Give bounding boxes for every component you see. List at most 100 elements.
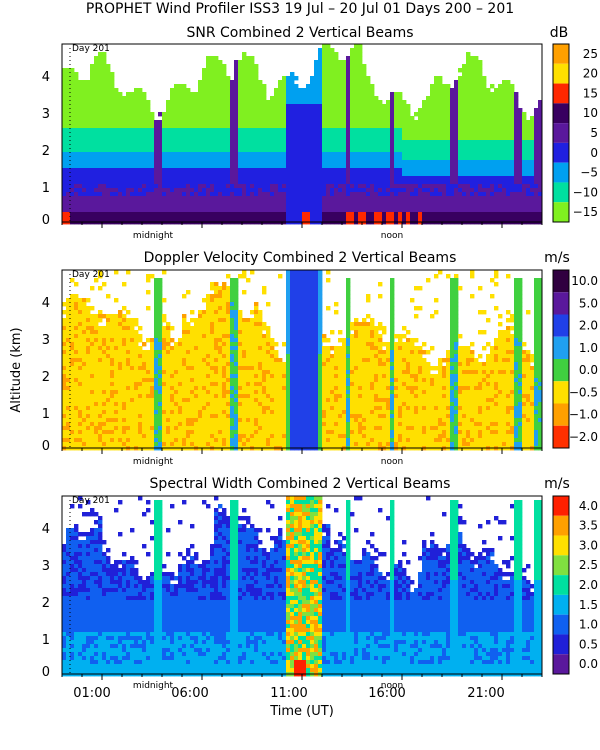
colorbar-swatch (553, 142, 569, 163)
width-y-ticks: 0 1 2 3 4 (42, 522, 50, 680)
doppler-noon-label: noon (381, 457, 403, 467)
snr-y-tick: 1 (42, 181, 50, 196)
colorbar-swatch (553, 83, 569, 104)
snr-colorbar: 25 20 15 10 5 0 −5 −10 −15 (552, 43, 598, 223)
figure-title: PROPHET Wind Profiler ISS3 19 Jul – 20 J… (86, 1, 514, 17)
colorbar-label: 15 (583, 86, 598, 100)
doppler-y-tick: 2 (42, 370, 50, 385)
x-tick: 16:00 (368, 686, 405, 701)
snr-y-tick: 0 (42, 213, 50, 228)
snr-y-tick: 4 (42, 70, 50, 85)
colorbar-swatch (553, 575, 569, 595)
colorbar-label: −10 (573, 185, 598, 199)
colorbar-swatch (553, 381, 569, 404)
snr-y-tick: 2 (42, 144, 50, 159)
snr-y-tick: 3 (42, 107, 50, 122)
colorbar-swatch (553, 292, 569, 315)
colorbar-label: 2.5 (579, 558, 598, 572)
x-tick: 06:00 (171, 686, 208, 701)
colorbar-swatch (553, 496, 569, 516)
colorbar-label: −1.0 (569, 408, 598, 422)
doppler-y-tick: 4 (42, 296, 50, 311)
colorbar-swatch (553, 270, 569, 293)
colorbar-swatch (553, 425, 569, 448)
colorbar-label: 5 (590, 126, 598, 140)
doppler-panel: Doppler Velocity Combined 2 Vertical Bea… (9, 250, 598, 467)
colorbar-swatch (553, 614, 569, 635)
colorbar-label: 3.5 (579, 519, 598, 533)
doppler-heatmap (61, 270, 543, 454)
colorbar-swatch (553, 594, 569, 615)
colorbar-label: 2.0 (579, 578, 598, 592)
colorbar-label: 1.0 (579, 341, 598, 355)
colorbar-label: 10.0 (571, 274, 598, 288)
colorbar-swatch (553, 162, 569, 183)
width-y-tick: 3 (42, 559, 50, 574)
snr-unit-label: dB (550, 25, 569, 41)
colorbar-swatch (553, 403, 569, 426)
colorbar-label: −15 (573, 205, 598, 219)
x-tick: 01:00 (73, 686, 110, 701)
snr-y-ticks: 0 1 2 3 4 (42, 70, 50, 228)
width-panel: Spectral Width Combined 2 Vertical Beams… (42, 476, 598, 719)
x-tick: 11:00 (270, 686, 307, 701)
colorbar-swatch (553, 63, 569, 84)
colorbar-swatch (553, 515, 569, 536)
width-unit-label: m/s (544, 476, 570, 492)
x-axis-label: Time (UT) (269, 704, 334, 719)
width-y-tick: 4 (42, 522, 50, 537)
doppler-colorbar: 10.0 5.0 2.0 1.0 0.0 −0.5 −1.0 −2.0 (552, 269, 598, 449)
colorbar-label: 0.5 (579, 637, 598, 651)
snr-day-label: Day 201 (72, 44, 110, 54)
snr-panel-title: SNR Combined 2 Vertical Beams (186, 25, 413, 41)
snr-panel: SNR Combined 2 Vertical Beams dB 0 1 2 3… (42, 25, 598, 241)
colorbar-swatch (553, 44, 569, 64)
width-colorbar: 4.0 3.5 3.0 2.5 2.0 1.5 1.0 0.5 0.0 (552, 495, 598, 675)
colorbar-label: 5.0 (579, 296, 598, 310)
width-day-label: Day 201 (72, 496, 110, 506)
colorbar-label: 3.0 (579, 538, 598, 552)
colorbar-swatch (553, 654, 569, 674)
colorbar-label: 1.0 (579, 618, 598, 632)
x-tick: 21:00 (467, 686, 504, 701)
doppler-midnight-label: midnight (133, 457, 174, 467)
colorbar-label: 0.0 (579, 657, 598, 671)
colorbar-swatch (553, 555, 569, 576)
colorbar-swatch (553, 103, 569, 124)
colorbar-swatch (553, 336, 569, 359)
width-noon-label: noon (381, 681, 403, 691)
colorbar-swatch (553, 182, 569, 203)
doppler-y-tick: 3 (42, 333, 50, 348)
width-y-tick: 1 (42, 633, 50, 648)
colorbar-label: 4.0 (579, 499, 598, 513)
colorbar-swatch (553, 123, 569, 143)
width-panel-title: Spectral Width Combined 2 Vertical Beams (150, 476, 451, 492)
doppler-y-tick: 1 (42, 407, 50, 422)
colorbar-label: −5 (580, 166, 598, 180)
doppler-unit-label: m/s (544, 250, 570, 266)
x-ticks: 01:00 06:00 11:00 16:00 21:00 (73, 686, 504, 701)
colorbar-swatch (553, 359, 569, 382)
colorbar-label: 0 (590, 146, 598, 160)
colorbar-swatch (553, 202, 569, 222)
colorbar-swatch (553, 314, 569, 337)
colorbar-swatch (553, 535, 569, 556)
colorbar-label: −2.0 (569, 430, 598, 444)
width-y-tick: 0 (42, 665, 50, 680)
doppler-y-ticks: 0 1 2 3 4 (42, 296, 50, 454)
doppler-panel-title: Doppler Velocity Combined 2 Vertical Bea… (144, 250, 457, 266)
colorbar-label: 0.0 (579, 363, 598, 377)
colorbar-swatch (553, 634, 569, 655)
colorbar-label: 1.5 (579, 598, 598, 612)
width-heatmap (61, 496, 543, 680)
width-y-tick: 2 (42, 596, 50, 611)
y-axis-label: Altitude (km) (9, 327, 24, 412)
doppler-y-tick: 0 (42, 439, 50, 454)
doppler-day-label: Day 201 (72, 270, 110, 280)
colorbar-label: 2.0 (579, 319, 598, 333)
colorbar-label: 20 (583, 67, 598, 81)
snr-noon-label: noon (381, 231, 403, 241)
width-midnight-label: midnight (133, 681, 174, 691)
snr-heatmap (61, 44, 543, 228)
